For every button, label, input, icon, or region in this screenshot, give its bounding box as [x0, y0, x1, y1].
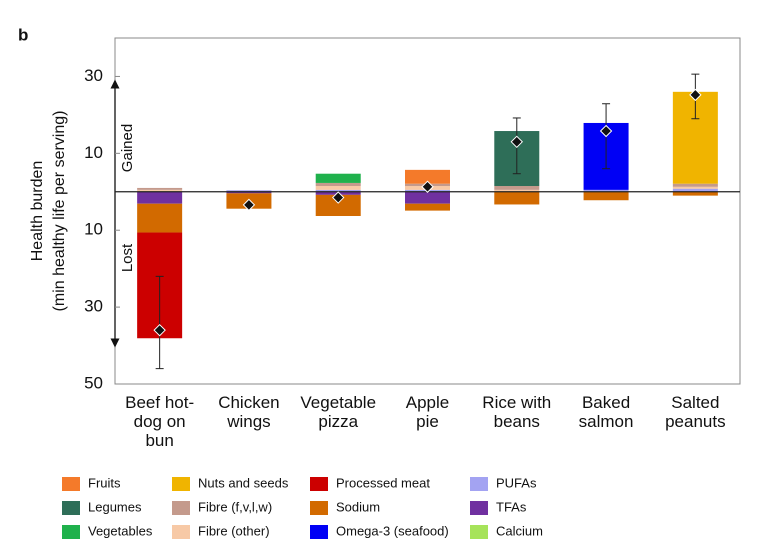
bar-segment — [672, 191, 718, 196]
legend-label: Omega-3 (seafood) — [336, 523, 449, 538]
y-axis-label: Health burden — [29, 161, 46, 262]
bar-segment — [315, 182, 361, 187]
plot-frame — [114, 37, 741, 385]
y-tick-label: 10 — [84, 143, 103, 162]
bar-segment — [405, 203, 450, 211]
y-tick-label: 10 — [84, 220, 103, 239]
x-tick-label: Rice with beans — [482, 393, 551, 431]
annotation: Lost — [119, 243, 136, 272]
bar-segment — [137, 191, 183, 204]
bar-segment — [226, 191, 272, 194]
legend-swatch — [62, 525, 80, 539]
legend-swatch — [310, 477, 328, 491]
legend-label: TFAs — [496, 499, 527, 514]
y-tick-label: 50 — [84, 373, 103, 392]
legend-label: Fibre (other) — [198, 523, 270, 538]
legend-label: PUFAs — [496, 475, 537, 490]
legend-label: Fruits — [88, 475, 121, 490]
legend-swatch — [62, 501, 80, 515]
bar-segment — [315, 173, 361, 183]
bar-segment — [226, 190, 272, 192]
x-tick-label-line: pie — [416, 412, 439, 431]
net-marker — [421, 180, 434, 193]
annotation: Gained — [119, 124, 136, 172]
legend-label: Vegetables — [88, 523, 153, 538]
y-tick-label: 30 — [84, 297, 103, 316]
x-tick-label: Salted peanuts — [665, 393, 726, 431]
net-marker — [332, 191, 345, 204]
bar-segment — [494, 191, 540, 205]
legend-label: Legumes — [88, 499, 142, 514]
x-tick-label-line: Vegetable — [300, 393, 376, 412]
y-axis-label: (min healthy life per serving) — [51, 111, 68, 312]
panel-label: b — [18, 25, 28, 44]
x-tick-label: Apple pie — [406, 393, 449, 431]
legend-swatch — [470, 477, 488, 491]
x-tick-label: Chicken wings — [218, 393, 279, 431]
x-tick-label: Beef hot-dog on bun — [125, 393, 194, 450]
x-tick-label-line: salmon — [579, 412, 634, 431]
x-tick-label: Vegetable pizza — [300, 393, 376, 431]
legend-swatch — [310, 525, 328, 539]
legend-label: Calcium — [496, 523, 543, 538]
net-marker — [242, 198, 256, 212]
legend-label: Processed meat — [336, 475, 430, 490]
x-tick-label-line: bun — [145, 431, 173, 450]
legend-swatch — [172, 525, 190, 539]
bar-segment — [315, 186, 361, 190]
legend-swatch — [62, 477, 80, 491]
legend-swatch — [172, 501, 190, 515]
bar-segment — [494, 189, 540, 192]
bar-segment — [315, 194, 361, 216]
x-tick-label-line: Rice with — [482, 393, 551, 412]
bar-segment — [672, 186, 718, 189]
bar-segment — [405, 169, 450, 184]
x-tick-label: Baked salmon — [579, 393, 634, 431]
net-marker — [510, 135, 523, 149]
x-tick-label-line: Chicken — [218, 393, 279, 412]
bar-segment — [583, 189, 629, 192]
legend-label: Nuts and seeds — [198, 475, 289, 490]
x-tick-label-line: pizza — [318, 412, 358, 431]
x-tick-label-line: Beef hot- — [125, 393, 194, 412]
x-tick-label-line: Salted — [671, 393, 719, 412]
legend-swatch — [172, 477, 190, 491]
legend-swatch — [470, 525, 488, 539]
bar-segment — [315, 189, 361, 192]
bar-segment — [672, 188, 718, 192]
legend-label: Sodium — [336, 499, 380, 514]
y-tick-label: 30 — [84, 66, 103, 85]
x-tick-label-line: Baked — [582, 393, 630, 412]
legend-swatch — [310, 501, 328, 515]
net-marker — [599, 124, 613, 138]
net-marker — [153, 323, 166, 337]
x-tick-label-line: wings — [226, 412, 270, 431]
bar-segment — [137, 189, 183, 192]
bar-segment — [137, 187, 183, 190]
x-tick-label-line: Apple — [406, 393, 449, 412]
legend-label: Fibre (f,v,l,w) — [198, 499, 272, 514]
legend-swatch — [470, 501, 488, 515]
bar-segment — [672, 183, 718, 187]
x-tick-label-line: beans — [494, 412, 540, 431]
bar-segment — [137, 203, 183, 233]
x-tick-label-line: dog on — [134, 412, 186, 431]
net-marker — [689, 88, 702, 102]
bar-segment — [583, 191, 629, 201]
bar-segment — [405, 191, 450, 204]
bar-segment — [494, 186, 540, 190]
x-tick-label-line: peanuts — [665, 412, 726, 431]
